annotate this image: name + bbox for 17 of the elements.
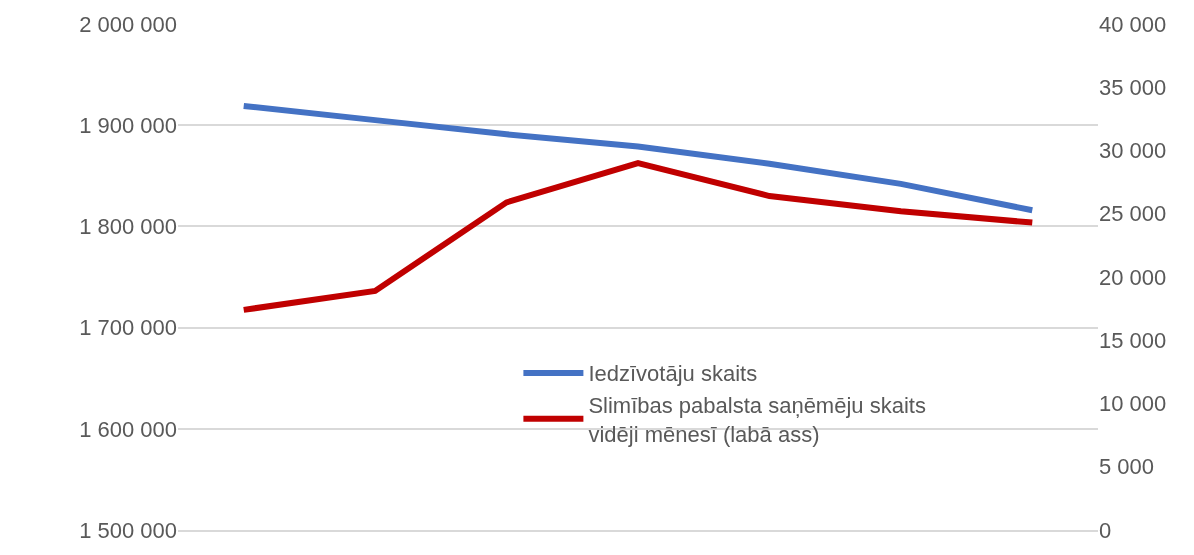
y2-tick-label: 5 000 — [1099, 454, 1155, 480]
legend-label: Slimības pabalsta saņēmēju skaits vidēji mēnesī (labā ass) — [588, 393, 926, 447]
y2-tick-label: 10 000 — [1099, 391, 1167, 417]
y2-tick-label: 15 000 — [1099, 327, 1167, 353]
y2-tick-label: 30 000 — [1099, 138, 1167, 164]
y-tick-label: 2 000 000 — [79, 11, 177, 37]
y-tick-label: 1 900 000 — [79, 112, 177, 138]
y2-tick-label: 0 — [1099, 517, 1112, 543]
y-tick-label: 1 500 000 — [79, 517, 177, 543]
y2-tick-label: 35 000 — [1099, 74, 1167, 100]
y-tick-label: 1 700 000 — [79, 315, 177, 341]
y-tick-label: 1 800 000 — [79, 214, 177, 240]
legend-label: Iedzīvotāju skaits — [588, 361, 758, 387]
y2-tick-label: 40 000 — [1099, 11, 1167, 37]
y2-tick-label: 25 000 — [1099, 201, 1167, 227]
y-tick-label: 1 600 000 — [79, 416, 177, 442]
y2-tick-label: 20 000 — [1099, 264, 1167, 290]
